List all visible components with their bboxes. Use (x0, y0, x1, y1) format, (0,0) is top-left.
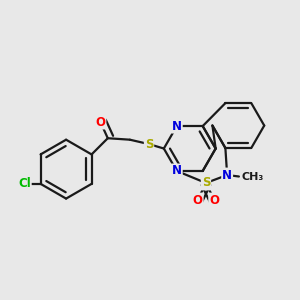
Text: Cl: Cl (18, 177, 31, 190)
Text: O: O (95, 116, 105, 128)
Text: S: S (145, 138, 153, 151)
Text: O: O (193, 194, 203, 207)
Text: S: S (202, 176, 210, 190)
Text: CH₃: CH₃ (242, 172, 264, 182)
Text: N: N (172, 120, 182, 133)
Text: N: N (172, 164, 182, 178)
Text: O: O (209, 194, 219, 207)
Text: N: N (222, 169, 232, 182)
